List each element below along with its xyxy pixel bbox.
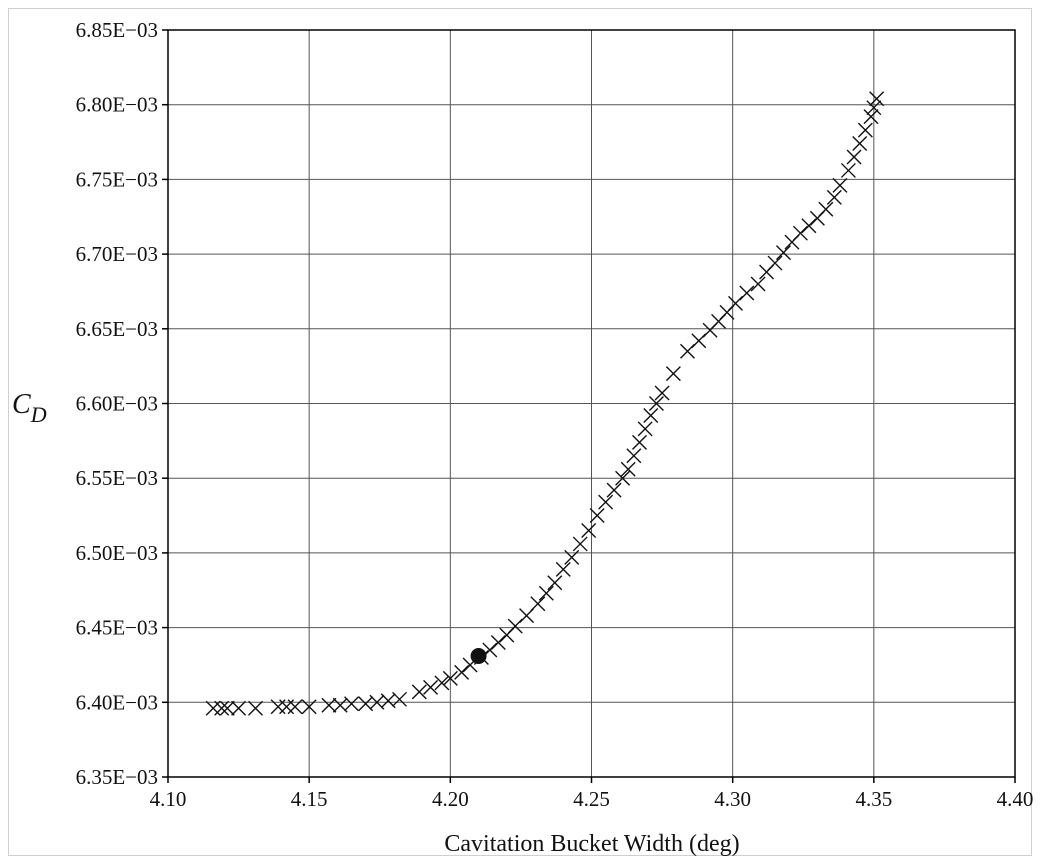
x-marker-point bbox=[632, 434, 647, 450]
x-marker-point bbox=[840, 162, 856, 178]
x-marker-point bbox=[846, 149, 862, 165]
y-tick-label: 6.85E−03 bbox=[76, 18, 158, 42]
x-marker-point bbox=[392, 691, 408, 707]
x-marker-point bbox=[637, 421, 653, 437]
y-axis-label-main: C bbox=[12, 389, 31, 420]
x-marker-point bbox=[832, 177, 848, 193]
x-marker-point bbox=[665, 366, 681, 382]
x-marker-point bbox=[620, 461, 636, 477]
x-marker-point bbox=[826, 189, 842, 205]
x-marker-point bbox=[530, 596, 546, 612]
highlighted-point bbox=[470, 647, 487, 664]
x-marker-point bbox=[231, 700, 247, 716]
x-marker-point bbox=[654, 385, 670, 401]
x-tick-label: 4.30 bbox=[714, 787, 751, 811]
y-tick-label: 6.65E−03 bbox=[76, 317, 158, 341]
y-tick-label: 6.45E−03 bbox=[76, 616, 158, 640]
x-marker-point bbox=[739, 285, 755, 301]
y-axis-label-subscript: D bbox=[30, 402, 47, 427]
x-marker-point bbox=[564, 549, 580, 565]
x-marker-point bbox=[626, 448, 642, 464]
y-tick-label: 6.35E−03 bbox=[76, 765, 158, 789]
x-marker-point bbox=[248, 700, 264, 716]
x-marker-point bbox=[863, 109, 879, 125]
x-axis: 4.10 4.15 4.20 4.25 4.30 4.35 4.40 bbox=[150, 777, 1034, 811]
x-marker-point bbox=[801, 218, 817, 234]
grid bbox=[167, 29, 1016, 778]
x-marker-point bbox=[572, 536, 588, 552]
x-marker-point bbox=[818, 201, 834, 217]
x-marker-point bbox=[214, 700, 230, 716]
x-marker-point bbox=[344, 696, 360, 712]
y-axis-label: CD bbox=[12, 389, 47, 427]
x-marker-point bbox=[219, 700, 235, 716]
y-tick-label: 6.75E−03 bbox=[76, 167, 158, 191]
x-marker-point bbox=[767, 255, 783, 271]
x-marker-point bbox=[866, 100, 882, 116]
y-tick-label: 6.70E−03 bbox=[76, 242, 158, 266]
x-marker-point bbox=[454, 664, 470, 680]
x-tick-label: 4.15 bbox=[291, 787, 328, 811]
y-tick-label: 6.40E−03 bbox=[76, 690, 158, 714]
x-tick-label: 4.35 bbox=[855, 787, 892, 811]
x-marker-point bbox=[442, 670, 458, 686]
x-marker-point bbox=[643, 407, 659, 423]
y-axis: 6.35E−03 6.40E−03 6.45E−03 6.50E−03 6.55E−03… bbox=[76, 18, 168, 789]
x-marker-point bbox=[598, 494, 614, 510]
figure-frame bbox=[8, 8, 1032, 856]
x-marker-point bbox=[538, 585, 554, 601]
x-tick-label: 4.25 bbox=[573, 787, 610, 811]
x-marker-point bbox=[581, 522, 597, 538]
x-marker-point bbox=[589, 508, 605, 524]
data-points bbox=[205, 91, 885, 716]
y-tick-label: 6.50E−03 bbox=[76, 541, 158, 565]
x-marker-point bbox=[648, 396, 664, 411]
x-marker-point bbox=[869, 91, 885, 107]
x-marker-point bbox=[205, 700, 221, 716]
y-tick-label: 6.80E−03 bbox=[76, 93, 158, 117]
x-marker-point bbox=[852, 136, 868, 152]
x-marker-point bbox=[555, 561, 571, 577]
x-marker-point bbox=[750, 276, 766, 292]
y-tick-label: 6.55E−03 bbox=[76, 466, 158, 490]
y-tick-label: 6.60E−03 bbox=[76, 392, 158, 416]
x-marker-point bbox=[411, 684, 427, 700]
x-tick-label: 4.10 bbox=[150, 787, 187, 811]
x-marker-point bbox=[321, 697, 337, 713]
x-tick-label: 4.20 bbox=[432, 787, 469, 811]
x-marker-point bbox=[287, 699, 303, 715]
x-marker-point bbox=[301, 699, 317, 715]
x-marker-point bbox=[857, 122, 873, 138]
x-marker-point bbox=[547, 575, 563, 591]
x-tick-label: 4.40 bbox=[997, 787, 1034, 811]
x-axis-label: Cavitation Bucket Width (deg) bbox=[444, 831, 739, 857]
x-marker-point bbox=[775, 245, 791, 261]
x-marker-point bbox=[606, 482, 622, 498]
x-marker-point bbox=[792, 225, 808, 241]
x-marker-point bbox=[615, 470, 631, 486]
x-marker-point bbox=[423, 679, 439, 695]
x-marker-point bbox=[434, 675, 450, 691]
x-marker-point bbox=[490, 635, 506, 651]
